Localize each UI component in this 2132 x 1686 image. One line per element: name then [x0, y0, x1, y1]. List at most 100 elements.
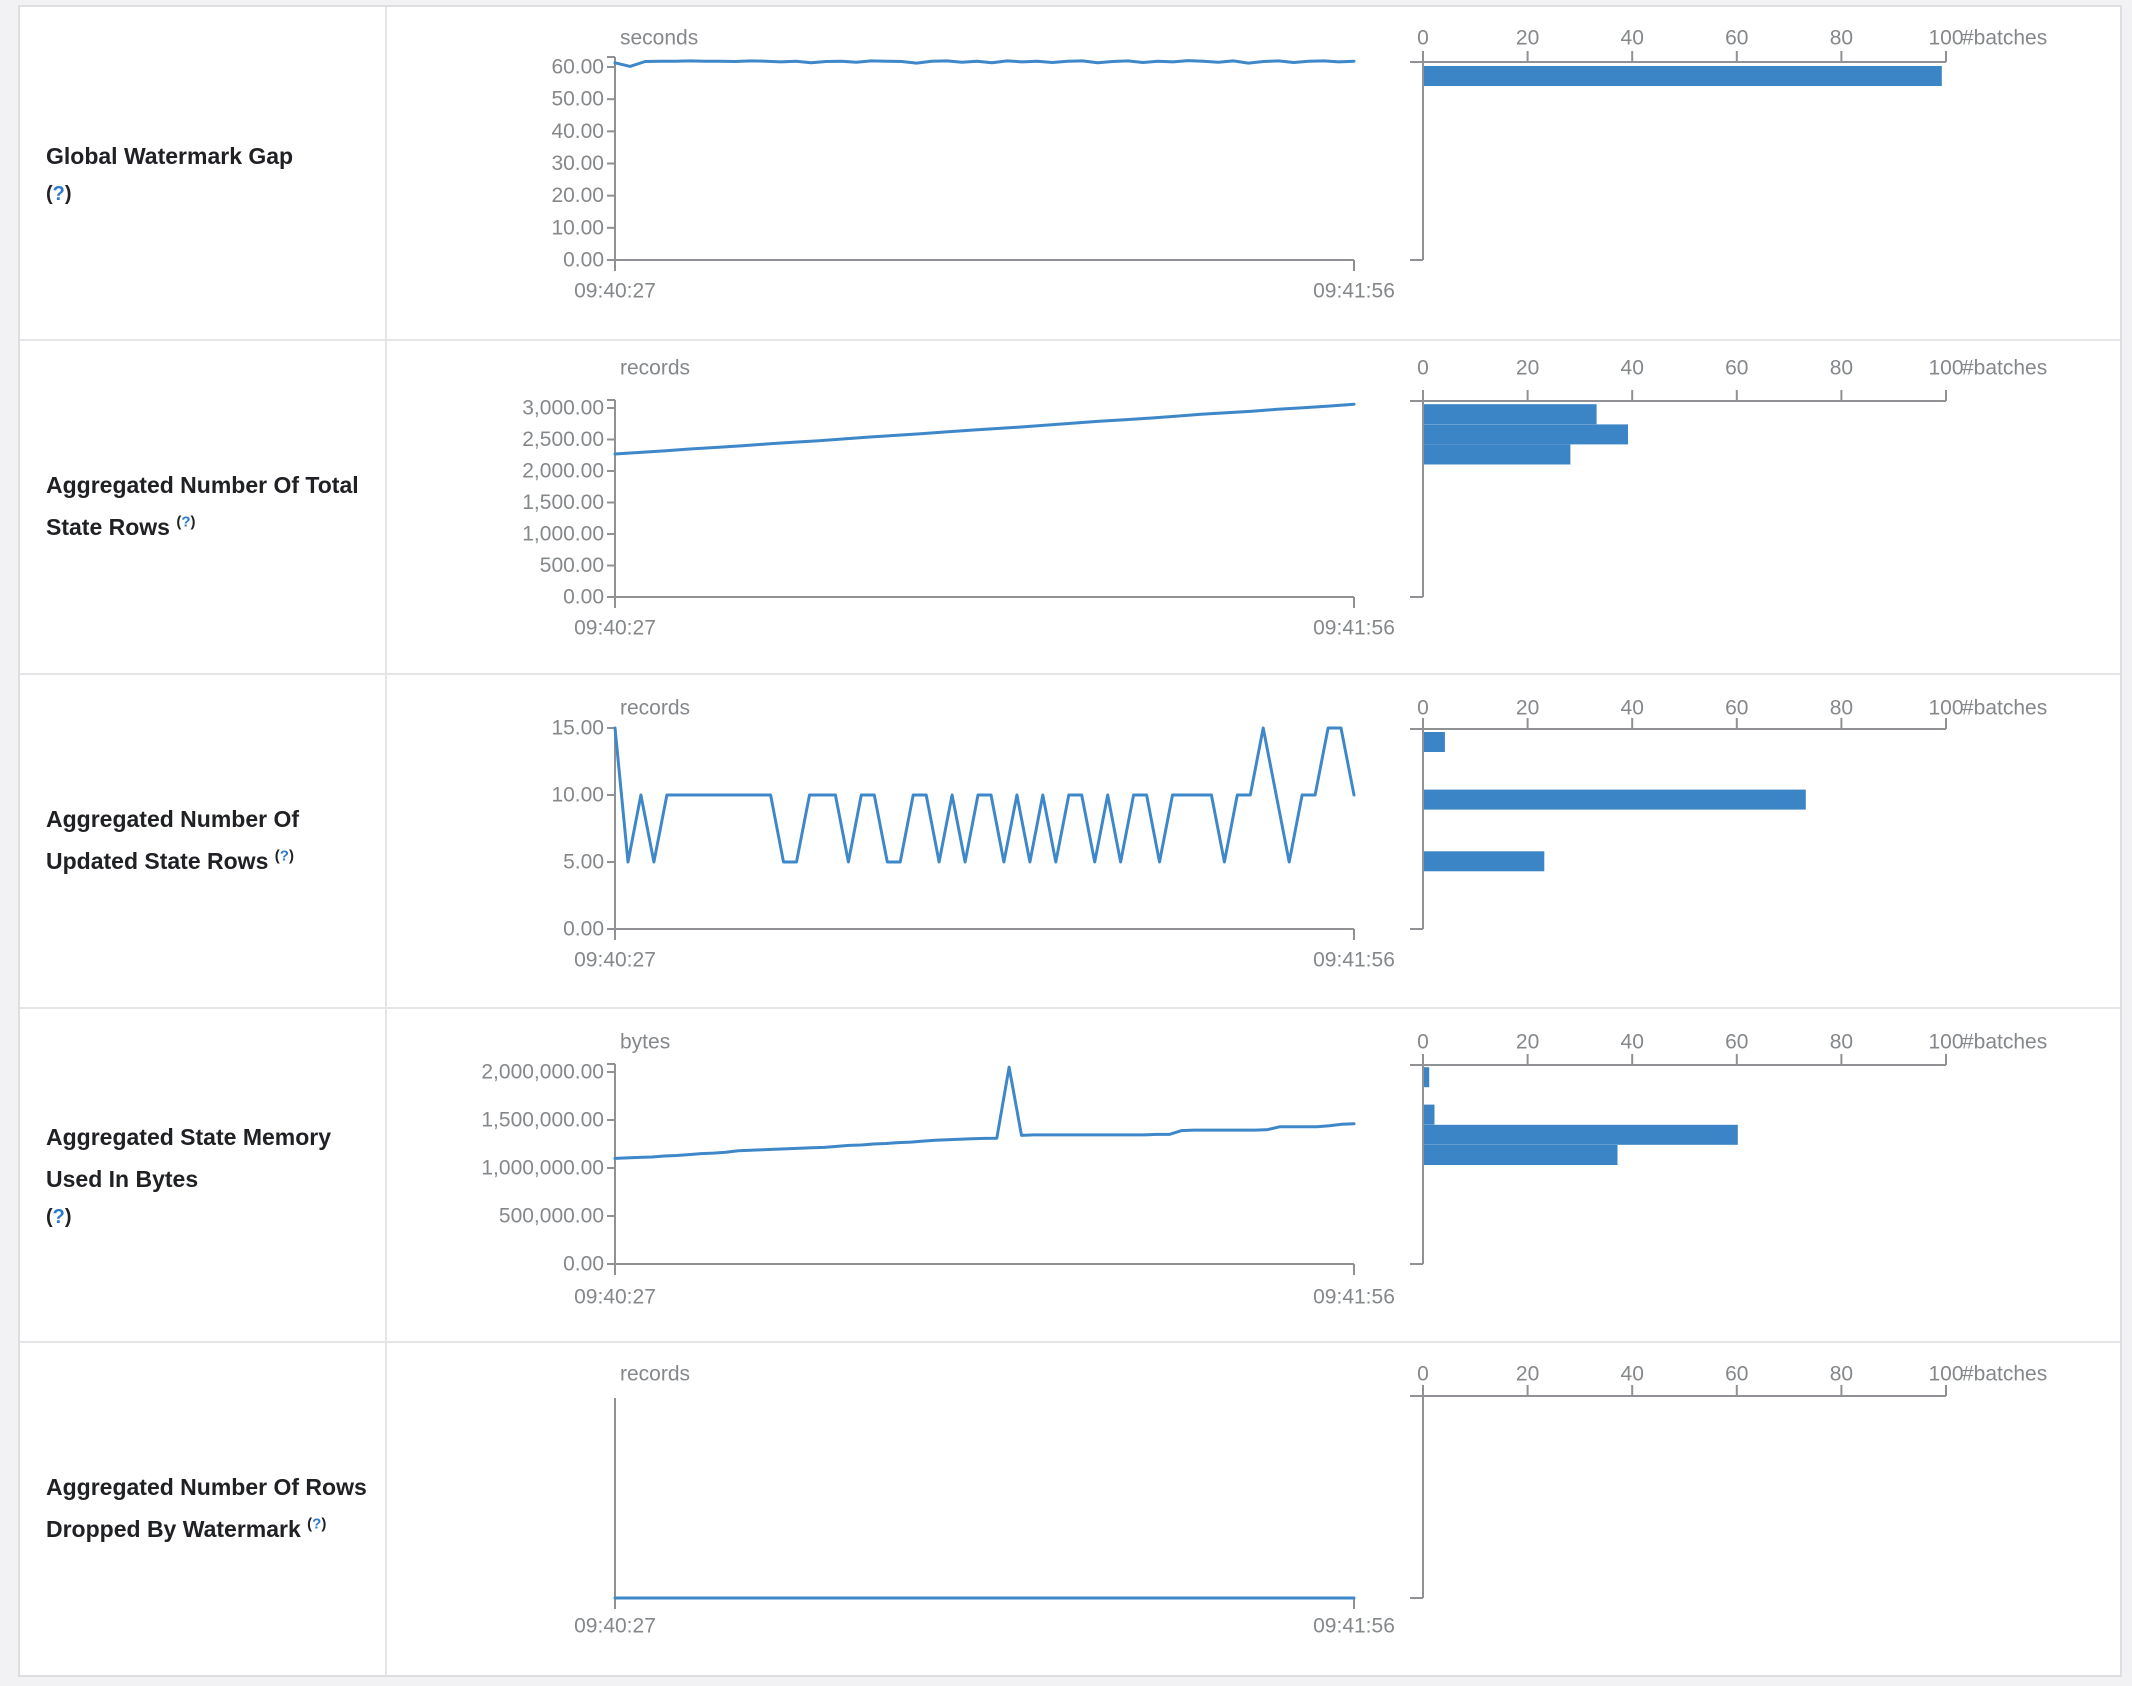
metric-name: Aggregated Number Of Rows Dropped By Wat… — [46, 1474, 367, 1542]
y-tick-label: 1,500,000.00 — [481, 1109, 604, 1132]
x-end-time-label: 09:41:56 — [1313, 280, 1395, 303]
timeline-chart: records 3,000.00 2,500.00 2,000.00 1,500.00 1… — [522, 357, 1395, 640]
streaming-metrics-table: Global Watermark Gap (?) seconds 60.00 50.00… — [18, 5, 2122, 1677]
metric-row: Aggregated Number Of Total State Rows (?… — [20, 341, 2120, 675]
y-tick-label: 2,500.00 — [522, 428, 604, 451]
metric-label: Global Watermark Gap — [46, 136, 367, 178]
y-tick-label: 10.00 — [551, 216, 604, 239]
chart-cell: records 09:40:27 09:41:56 0 20 40 60 80 100 #batc… — [387, 1343, 2124, 1675]
metric-row: Aggregated Number Of Updated State Rows … — [20, 675, 2120, 1009]
y-tick-label: 40.00 — [551, 120, 604, 143]
x-start-time-label: 09:40:27 — [574, 949, 656, 972]
hist-x-tick-label: 100 — [1928, 697, 1963, 720]
hist-x-tick-label: 60 — [1725, 1363, 1748, 1386]
chart-cell: records 3,000.00 2,500.00 2,000.00 1,500.00 1… — [387, 341, 2124, 673]
help-tooltip-link[interactable]: (?) — [46, 1205, 72, 1228]
question-mark-icon: ? — [52, 182, 65, 205]
y-tick-label: 50.00 — [551, 88, 604, 111]
histogram-bar — [1424, 444, 1571, 465]
timeline-data-line — [613, 1065, 1356, 1160]
histogram-bar — [1424, 732, 1445, 752]
hist-x-tick-label: 100 — [1928, 1031, 1963, 1054]
x-end-time-label: 09:41:56 — [1313, 1615, 1395, 1638]
histogram-bar — [1424, 1104, 1435, 1125]
metric-label: Aggregated Number Of Total State Rows (?… — [46, 465, 367, 549]
question-mark-icon: ? — [52, 1205, 65, 1228]
y-tick-label: 20.00 — [551, 184, 604, 207]
batches-axis-label: #batches — [1962, 27, 2047, 50]
hist-x-tick-label: 20 — [1516, 357, 1539, 380]
hist-x-tick-label: 40 — [1621, 27, 1644, 50]
hist-x-tick-label: 0 — [1417, 1363, 1429, 1386]
y-tick-label: 2,000.00 — [522, 460, 604, 483]
hist-x-tick-label: 80 — [1830, 27, 1853, 50]
y-tick-label: 500.00 — [540, 554, 604, 577]
metric-label: Aggregated State Memory Used In Bytes — [46, 1117, 367, 1201]
histogram-chart: 0 20 40 60 80 100#batches — [1410, 697, 2047, 930]
metric-row: Aggregated State Memory Used In Bytes (?)… — [20, 1009, 2120, 1343]
y-tick-label: 0.00 — [563, 586, 604, 609]
histogram-bar — [1424, 1145, 1618, 1165]
hist-x-tick-label: 0 — [1417, 697, 1429, 720]
y-tick-label: 1,000.00 — [522, 523, 604, 546]
histogram-bar — [1424, 851, 1545, 872]
hist-x-tick-label: 20 — [1516, 27, 1539, 50]
batches-axis-label: #batches — [1962, 1363, 2047, 1386]
unit-label: records — [620, 357, 690, 380]
unit-label: seconds — [620, 27, 698, 50]
unit-label: bytes — [620, 1031, 670, 1054]
hist-x-tick-label: 20 — [1516, 697, 1539, 720]
metric-charts-svg: bytes 2,000,000.00 1,500,000.00 1,000,000.0… — [481, 1031, 2047, 1309]
timeline-data-line — [613, 726, 1356, 864]
histogram-bar — [1424, 789, 1806, 810]
y-tick-label: 30.00 — [551, 152, 604, 175]
hist-x-tick-label: 0 — [1417, 27, 1429, 50]
metric-label: Aggregated Number Of Rows Dropped By Wat… — [46, 1467, 367, 1551]
question-mark-icon: ? — [312, 1515, 322, 1533]
hist-x-tick-label: 60 — [1725, 697, 1748, 720]
timeline-data-line — [613, 402, 1356, 456]
hist-x-tick-label: 80 — [1830, 697, 1853, 720]
metric-name: Global Watermark Gap — [46, 143, 294, 170]
y-tick-label: 0.00 — [563, 249, 604, 272]
chart-cell: bytes 2,000,000.00 1,500,000.00 1,000,000.0… — [387, 1009, 2124, 1341]
unit-label: records — [620, 1363, 690, 1386]
metric-name: Aggregated Number Of Updated State Rows — [46, 806, 300, 874]
timeline-chart: seconds 60.00 50.00 40.00 30.00 20.00 10.00 0.0… — [551, 27, 1394, 303]
batches-axis-label: #batches — [1962, 1031, 2047, 1054]
metric-charts-svg: seconds 60.00 50.00 40.00 30.00 20.00 10.00 0.0… — [551, 27, 2047, 303]
timeline-data-line — [613, 59, 1356, 68]
y-tick-label: 15.00 — [551, 717, 604, 740]
hist-x-tick-label: 20 — [1516, 1031, 1539, 1054]
y-tick-label: 60.00 — [551, 56, 604, 79]
metric-name: Aggregated State Memory Used In Bytes — [46, 1124, 332, 1192]
y-tick-label: 1,000,000.00 — [481, 1157, 604, 1180]
timeline-chart: bytes 2,000,000.00 1,500,000.00 1,000,000.0… — [481, 1031, 1395, 1309]
hist-x-tick-label: 40 — [1621, 1363, 1644, 1386]
y-tick-label: 5.00 — [563, 851, 604, 874]
metric-label-cell: Aggregated Number Of Total State Rows (?… — [20, 341, 387, 673]
hist-x-tick-label: 80 — [1830, 1363, 1853, 1386]
y-tick-label: 1,500.00 — [522, 491, 604, 514]
hist-x-tick-label: 80 — [1830, 357, 1853, 380]
help-tooltip-link[interactable]: (?) — [176, 513, 196, 531]
metric-name: Aggregated Number Of Total State Rows — [46, 472, 359, 540]
y-tick-label: 10.00 — [551, 784, 604, 807]
hist-x-tick-label: 60 — [1725, 357, 1748, 380]
help-tooltip-link[interactable]: (?) — [46, 182, 72, 205]
metric-charts-svg: records 09:40:27 09:41:56 0 20 40 60 80 100#batc… — [574, 1363, 2047, 1638]
y-tick-label: 2,000,000.00 — [481, 1061, 604, 1084]
help-tooltip-link[interactable]: (?) — [307, 1515, 327, 1533]
metric-row: Global Watermark Gap (?) seconds 60.00 50.00… — [20, 7, 2120, 341]
hist-x-tick-label: 60 — [1725, 27, 1748, 50]
hist-x-tick-label: 100 — [1928, 1363, 1963, 1386]
histogram-chart: 0 20 40 60 80 100#batches — [1410, 357, 2047, 598]
metric-label-cell: Aggregated Number Of Updated State Rows … — [20, 675, 387, 1007]
histogram-chart: 0 20 40 60 80 100#batches — [1410, 1031, 2047, 1265]
help-tooltip-link[interactable]: (?) — [274, 847, 294, 865]
question-mark-icon: ? — [181, 513, 191, 531]
histogram-bar — [1424, 66, 1942, 86]
hist-x-tick-label: 0 — [1417, 357, 1429, 380]
unit-label: records — [620, 697, 690, 720]
metric-label-cell: Aggregated Number Of Rows Dropped By Wat… — [20, 1343, 387, 1675]
